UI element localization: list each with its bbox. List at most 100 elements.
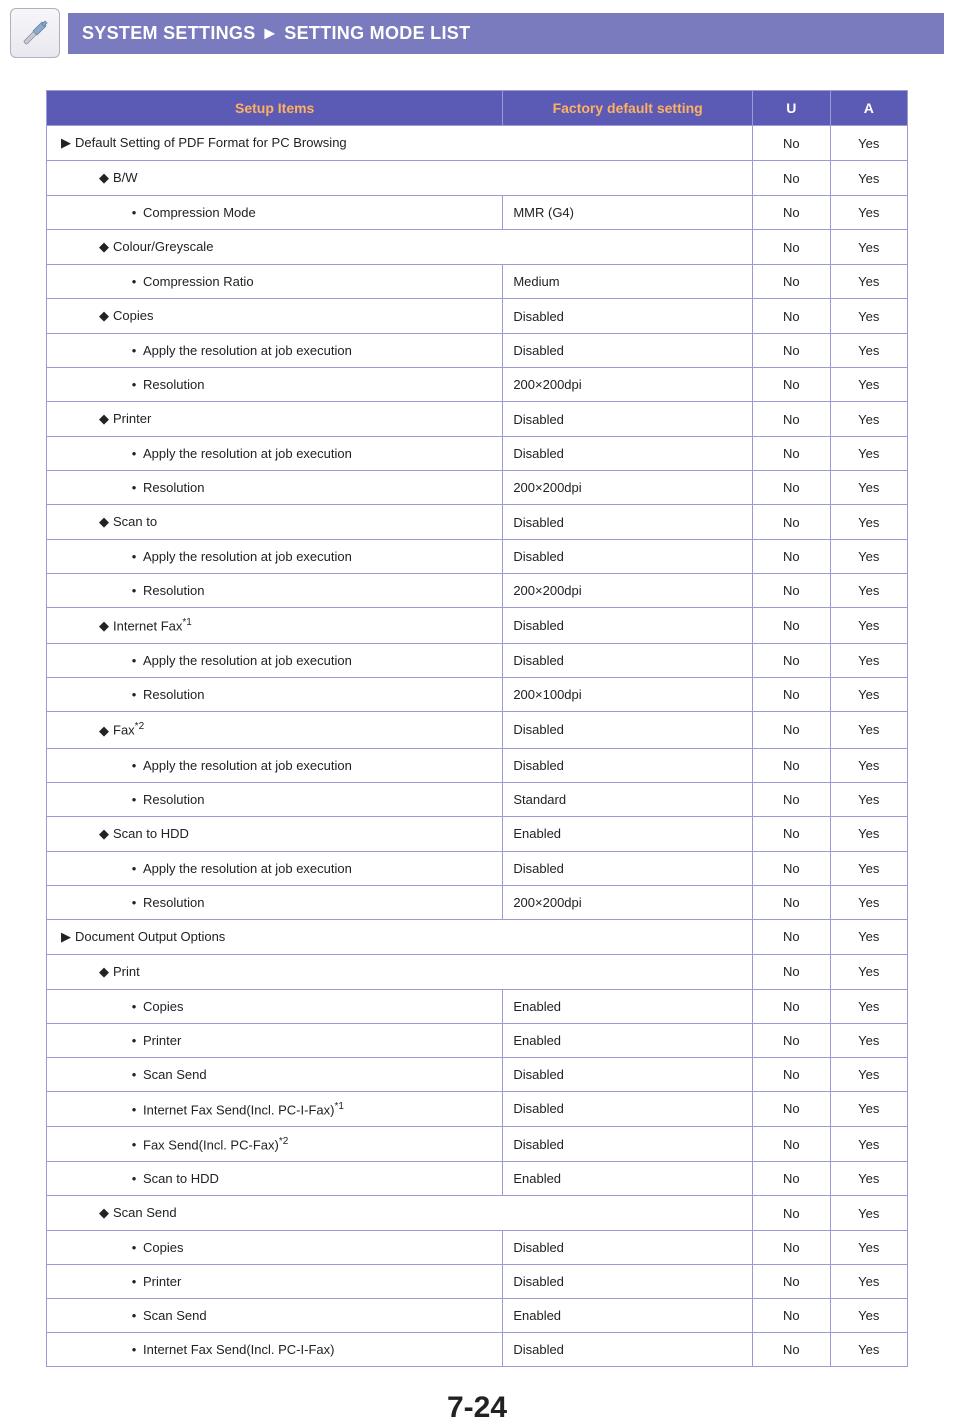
col-a: A bbox=[830, 91, 908, 126]
table-row: ◆Colour/GreyscaleNoYes bbox=[47, 230, 908, 265]
cell-a: Yes bbox=[830, 644, 908, 678]
cell-a: Yes bbox=[830, 1057, 908, 1091]
diamond-marker-icon: ◆ bbox=[97, 514, 111, 530]
cell-u: No bbox=[753, 402, 830, 437]
item-label: Fax Send(Incl. PC-Fax) bbox=[143, 1137, 279, 1152]
bullet-marker-icon: • bbox=[127, 1137, 141, 1152]
diamond-marker-icon: ◆ bbox=[97, 170, 111, 186]
cell-u: No bbox=[753, 712, 830, 748]
table-row: ◆PrinterDisabledNoYes bbox=[47, 402, 908, 437]
item-label: Apply the resolution at job execution bbox=[143, 758, 352, 773]
cell-u: No bbox=[753, 265, 830, 299]
cell-default: Disabled bbox=[503, 1231, 753, 1265]
bullet-marker-icon: • bbox=[127, 583, 141, 598]
cell-u: No bbox=[753, 1265, 830, 1299]
bullet-marker-icon: • bbox=[127, 377, 141, 392]
item-label: B/W bbox=[113, 170, 138, 185]
bullet-marker-icon: • bbox=[127, 205, 141, 220]
table-row: •Fax Send(Incl. PC-Fax)*2DisabledNoYes bbox=[47, 1126, 908, 1161]
cell-u: No bbox=[753, 540, 830, 574]
cell-default: Enabled bbox=[503, 1299, 753, 1333]
item-label: Colour/Greyscale bbox=[113, 239, 213, 254]
triangle-marker-icon: ▶ bbox=[59, 135, 73, 151]
triangle-marker-icon: ▶ bbox=[59, 929, 73, 945]
cell-a: Yes bbox=[830, 1162, 908, 1196]
cell-u: No bbox=[753, 230, 830, 265]
cell-setup-item: •Scan Send bbox=[47, 1057, 503, 1091]
table-row: ▶Document Output OptionsNoYes bbox=[47, 919, 908, 954]
bullet-marker-icon: • bbox=[127, 1240, 141, 1255]
cell-a: Yes bbox=[830, 678, 908, 712]
cell-u: No bbox=[753, 368, 830, 402]
table-row: •Apply the resolution at job executionDi… bbox=[47, 437, 908, 471]
table-row: •PrinterEnabledNoYes bbox=[47, 1023, 908, 1057]
cell-default: Standard bbox=[503, 782, 753, 816]
table-row: •Resolution200×100dpiNoYes bbox=[47, 678, 908, 712]
table-row: ◆PrintNoYes bbox=[47, 954, 908, 989]
cell-u: No bbox=[753, 1231, 830, 1265]
cell-default: Medium bbox=[503, 265, 753, 299]
diamond-marker-icon: ◆ bbox=[97, 308, 111, 324]
cell-setup-item: ◆Colour/Greyscale bbox=[47, 230, 753, 265]
item-label: Document Output Options bbox=[75, 929, 225, 944]
cell-default: MMR (G4) bbox=[503, 196, 753, 230]
cell-a: Yes bbox=[830, 368, 908, 402]
footnote-ref: *1 bbox=[334, 1101, 343, 1112]
cell-setup-item: •Resolution bbox=[47, 678, 503, 712]
page-header: SYSTEM SETTINGS ► SETTING MODE LIST bbox=[0, 0, 954, 62]
item-label: Apply the resolution at job execution bbox=[143, 861, 352, 876]
table-row: ◆Fax*2DisabledNoYes bbox=[47, 712, 908, 748]
table-row: ◆Scan toDisabledNoYes bbox=[47, 505, 908, 540]
cell-setup-item: •Resolution bbox=[47, 782, 503, 816]
item-label: Resolution bbox=[143, 687, 204, 702]
cell-setup-item: •Resolution bbox=[47, 885, 503, 919]
cell-a: Yes bbox=[830, 505, 908, 540]
bullet-marker-icon: • bbox=[127, 1067, 141, 1082]
cell-default: Disabled bbox=[503, 334, 753, 368]
cell-a: Yes bbox=[830, 334, 908, 368]
item-label: Copies bbox=[143, 1240, 183, 1255]
table-row: •CopiesEnabledNoYes bbox=[47, 989, 908, 1023]
diamond-marker-icon: ◆ bbox=[97, 618, 111, 634]
bullet-marker-icon: • bbox=[127, 1171, 141, 1186]
cell-u: No bbox=[753, 471, 830, 505]
bullet-marker-icon: • bbox=[127, 1274, 141, 1289]
item-label: Fax bbox=[113, 723, 135, 738]
footnote-ref: *2 bbox=[279, 1136, 288, 1147]
cell-u: No bbox=[753, 748, 830, 782]
item-label: Print bbox=[113, 964, 140, 979]
cell-setup-item: •Apply the resolution at job execution bbox=[47, 748, 503, 782]
cell-setup-item: ◆Fax*2 bbox=[47, 712, 503, 748]
cell-setup-item: •Resolution bbox=[47, 368, 503, 402]
item-label: Apply the resolution at job execution bbox=[143, 549, 352, 564]
item-label: Scan to HDD bbox=[143, 1171, 219, 1186]
cell-setup-item: •Apply the resolution at job execution bbox=[47, 540, 503, 574]
cell-a: Yes bbox=[830, 299, 908, 334]
cell-a: Yes bbox=[830, 919, 908, 954]
cell-u: No bbox=[753, 678, 830, 712]
cell-setup-item: •Fax Send(Incl. PC-Fax)*2 bbox=[47, 1126, 503, 1161]
cell-default: Enabled bbox=[503, 1023, 753, 1057]
bullet-marker-icon: • bbox=[127, 1308, 141, 1323]
cell-u: No bbox=[753, 505, 830, 540]
cell-setup-item: ◆Print bbox=[47, 954, 753, 989]
item-label: Internet Fax bbox=[113, 618, 182, 633]
cell-u: No bbox=[753, 161, 830, 196]
table-row: •Compression RatioMediumNoYes bbox=[47, 265, 908, 299]
cell-default: Disabled bbox=[503, 748, 753, 782]
cell-setup-item: •Apply the resolution at job execution bbox=[47, 644, 503, 678]
cell-default: Disabled bbox=[503, 608, 753, 644]
cell-a: Yes bbox=[830, 782, 908, 816]
cell-a: Yes bbox=[830, 265, 908, 299]
item-label: Apply the resolution at job execution bbox=[143, 446, 352, 461]
item-label: Compression Ratio bbox=[143, 274, 254, 289]
cell-u: No bbox=[753, 608, 830, 644]
item-label: Apply the resolution at job execution bbox=[143, 653, 352, 668]
cell-a: Yes bbox=[830, 989, 908, 1023]
item-label: Resolution bbox=[143, 480, 204, 495]
item-label: Resolution bbox=[143, 583, 204, 598]
bullet-marker-icon: • bbox=[127, 687, 141, 702]
cell-setup-item: ▶Default Setting of PDF Format for PC Br… bbox=[47, 126, 753, 161]
bullet-marker-icon: • bbox=[127, 861, 141, 876]
footnote-ref: *1 bbox=[182, 617, 191, 628]
